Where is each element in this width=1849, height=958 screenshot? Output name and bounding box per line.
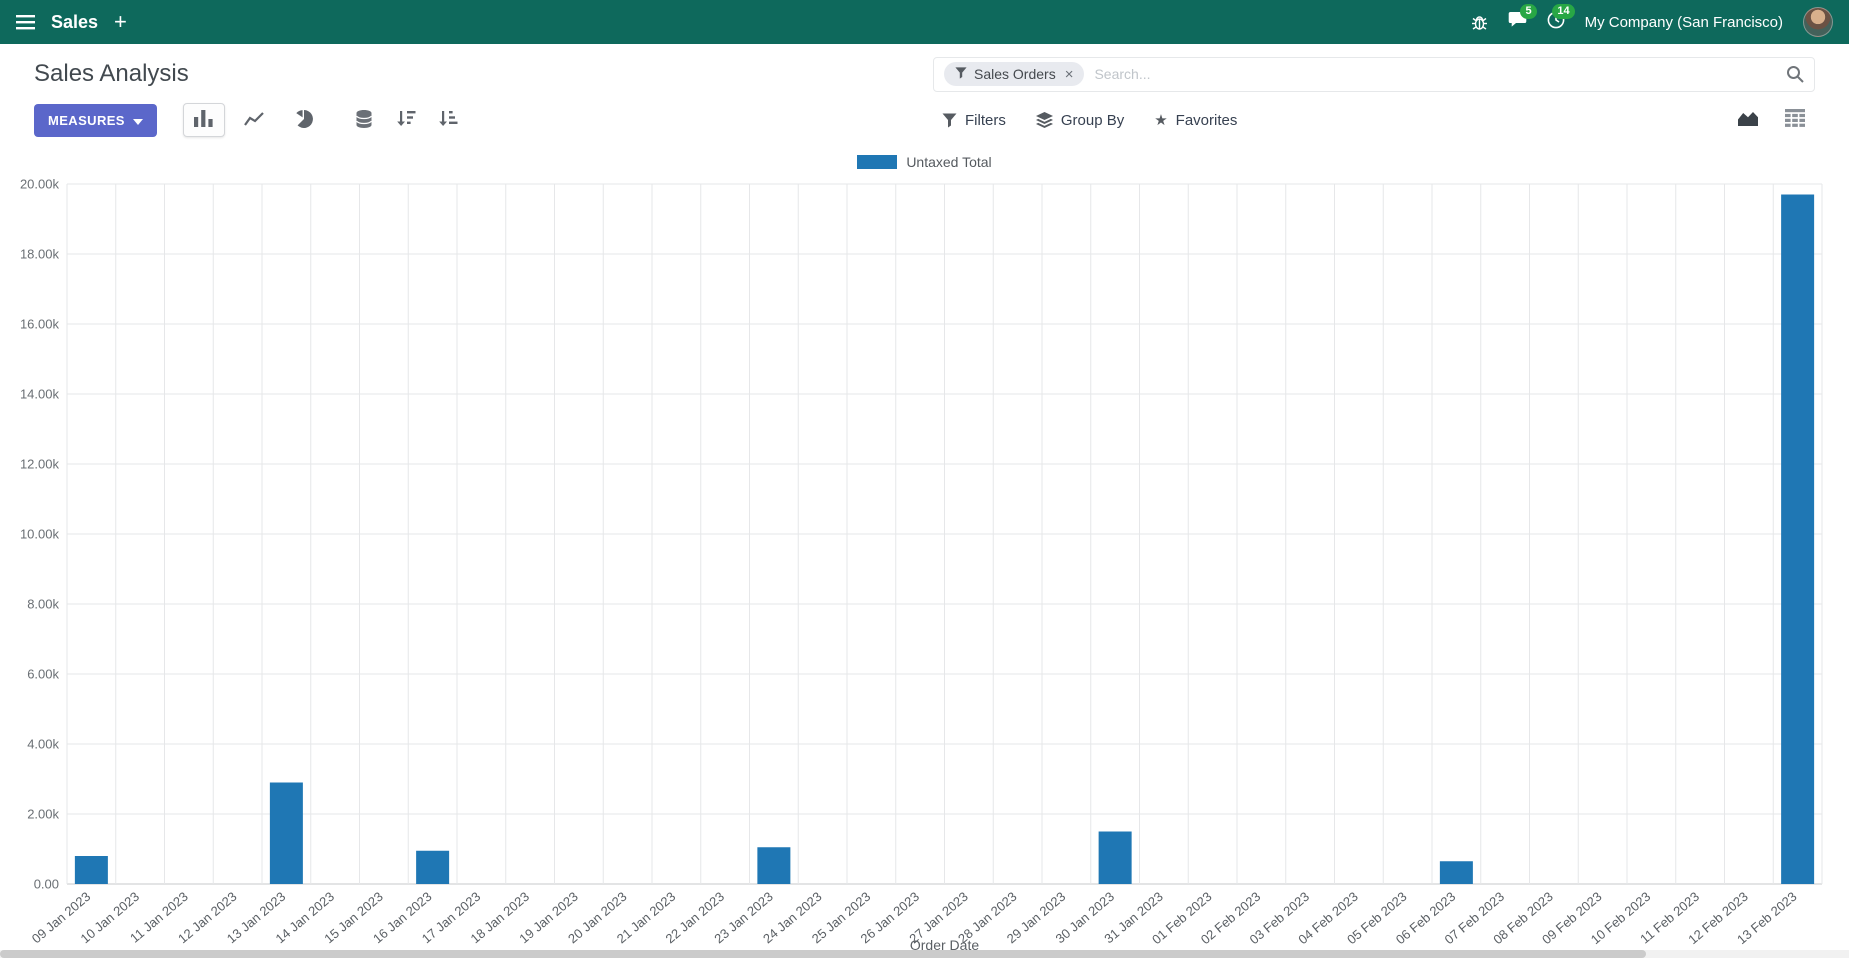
- favorites-label: Favorites: [1175, 111, 1238, 129]
- svg-text:8.00k: 8.00k: [27, 597, 59, 612]
- activities-badge: 14: [1552, 3, 1575, 19]
- caret-down-icon: [132, 113, 143, 128]
- svg-text:20.00k: 20.00k: [20, 177, 60, 192]
- filters-button[interactable]: Filters: [942, 112, 1006, 129]
- graph-view-icon: [1737, 109, 1759, 132]
- filters-label: Filters: [965, 111, 1006, 129]
- sort-descending-icon: [396, 110, 416, 130]
- chart-region: Untaxed Total 0.00 2.00k 4.00k 6.00k 8.00k 10…: [0, 150, 1849, 954]
- top-navbar: Sales + 5 14 My Company (San Francisco): [0, 0, 1849, 44]
- search-bar[interactable]: Sales Orders ×: [933, 56, 1815, 92]
- svg-text:12.00k: 12.00k: [20, 457, 60, 472]
- svg-text:4.00k: 4.00k: [27, 737, 59, 752]
- group-by-button[interactable]: Group By: [1035, 111, 1125, 129]
- scrollbar-thumb[interactable]: [0, 950, 1646, 958]
- search-facet[interactable]: Sales Orders ×: [944, 62, 1085, 86]
- search-icon[interactable]: [1786, 65, 1804, 83]
- facet-remove-icon[interactable]: ×: [1064, 65, 1074, 83]
- svg-text:14.00k: 14.00k: [20, 387, 60, 402]
- bar-chart[interactable]: 0.00 2.00k 4.00k 6.00k 8.00k 10.00k 12.00k 14.0…: [0, 174, 1849, 954]
- page-title: Sales Analysis: [34, 60, 189, 87]
- svg-text:Order Date: Order Date: [910, 937, 979, 953]
- legend-swatch: [857, 155, 898, 169]
- stacked-toggle-button[interactable]: [343, 103, 385, 137]
- sort-descending-button[interactable]: [385, 103, 427, 137]
- control-panel: Sales Analysis Sales Orders × Measures: [0, 44, 1849, 144]
- pie-chart-button[interactable]: [283, 103, 325, 137]
- svg-text:18.00k: 18.00k: [20, 247, 60, 262]
- bar-chart-button[interactable]: [182, 103, 225, 137]
- user-avatar[interactable]: [1803, 7, 1833, 37]
- svg-text:0.00: 0.00: [34, 877, 59, 892]
- pivot-view-icon: [1785, 108, 1805, 132]
- measures-label: Measures: [48, 112, 125, 128]
- stacked-icon: [355, 109, 372, 131]
- filters-icon: [942, 113, 957, 128]
- sort-ascending-button[interactable]: [427, 103, 469, 137]
- activities-button[interactable]: 14: [1547, 3, 1575, 34]
- svg-text:6.00k: 6.00k: [27, 667, 59, 682]
- chart-legend[interactable]: Untaxed Total: [0, 150, 1849, 174]
- favorites-icon: ★: [1154, 111, 1168, 129]
- new-window-icon[interactable]: +: [114, 9, 127, 34]
- sort-ascending-icon: [438, 110, 458, 130]
- debug-icon[interactable]: [1471, 14, 1488, 31]
- app-name[interactable]: Sales: [51, 11, 99, 32]
- pivot-view-button[interactable]: [1785, 108, 1805, 132]
- search-facet-label: Sales Orders: [974, 66, 1056, 82]
- messages-button[interactable]: 5: [1508, 4, 1537, 33]
- svg-text:10.00k: 10.00k: [20, 527, 60, 542]
- svg-text:2.00k: 2.00k: [27, 807, 59, 822]
- filter-facet-icon: [955, 66, 967, 82]
- favorites-button[interactable]: ★ Favorites: [1154, 112, 1237, 129]
- measures-button[interactable]: Measures: [34, 103, 157, 137]
- graph-view-button[interactable]: [1737, 109, 1759, 132]
- line-chart-button[interactable]: [233, 103, 275, 137]
- group-by-icon: [1035, 112, 1053, 128]
- group-by-label: Group By: [1060, 111, 1125, 129]
- bar-chart-icon: [194, 110, 213, 130]
- legend-label: Untaxed Total: [906, 154, 992, 170]
- messages-badge: 5: [1520, 4, 1537, 19]
- user-menu[interactable]: My Company (San Francisco): [1584, 13, 1783, 31]
- apps-menu-icon[interactable]: [16, 14, 35, 30]
- svg-text:16.00k: 16.00k: [20, 317, 60, 332]
- search-input[interactable]: [1084, 66, 1786, 82]
- pie-chart-icon: [295, 109, 313, 131]
- line-chart-icon: [243, 111, 264, 130]
- horizontal-scrollbar[interactable]: [0, 950, 1849, 958]
